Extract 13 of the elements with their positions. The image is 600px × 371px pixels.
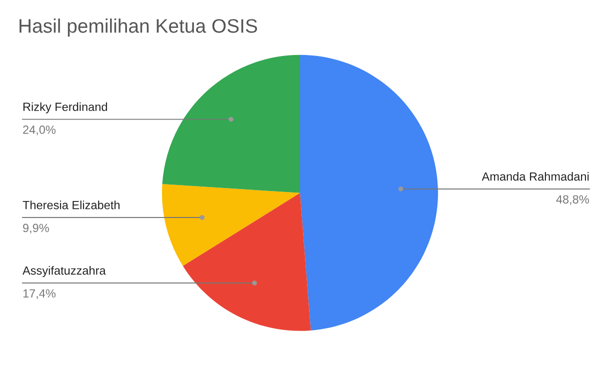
- data-label: 9,9%: [23, 224, 49, 234]
- slice-label: Rizky Ferdinand: [23, 102, 108, 114]
- pie-slice: [162, 184, 300, 266]
- data-label: 48,8%: [556, 195, 589, 205]
- slice-label: Theresia Elizabeth: [22, 200, 120, 210]
- data-label: 17,4%: [23, 289, 56, 299]
- pie-slice: [300, 54, 438, 331]
- chart-title: Hasil pemilihan Ketua OSIS: [20, 18, 258, 37]
- slice-label: Assyifatuzzahra: [22, 266, 106, 278]
- slice-label: Amanda Rahmadani: [482, 172, 589, 181]
- data-label: 24,0%: [23, 126, 56, 136]
- pie-slice: [162, 54, 300, 193]
- pie-slice: [182, 192, 311, 331]
